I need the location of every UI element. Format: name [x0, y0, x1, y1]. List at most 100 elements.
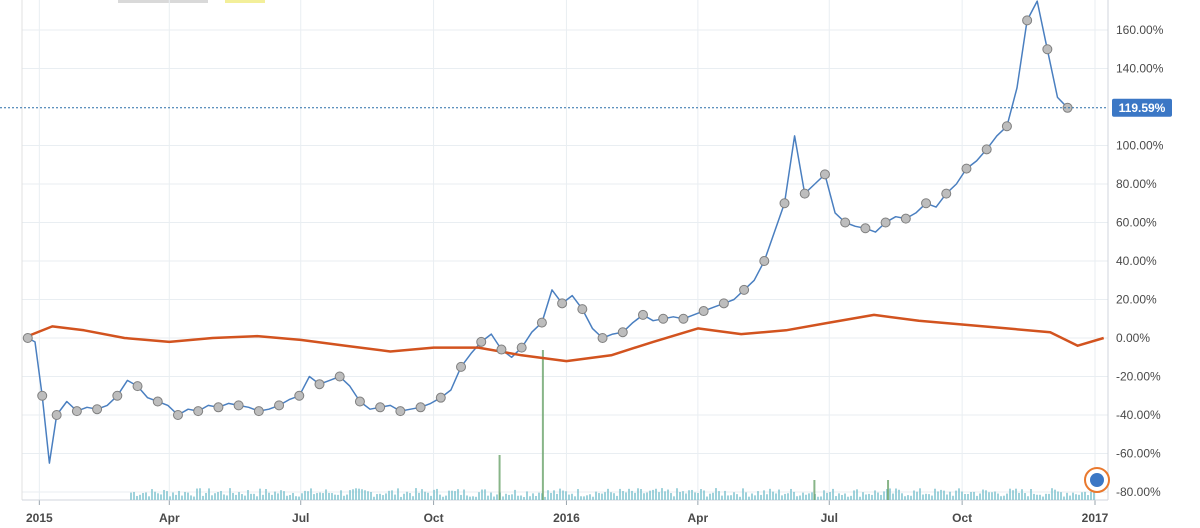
x-tick-label: Oct: [952, 511, 972, 525]
volume-bar: [586, 495, 588, 500]
event-marker[interactable]: [577, 304, 588, 315]
event-marker[interactable]: [112, 390, 123, 401]
volume-bar: [685, 493, 687, 500]
volume-bar: [241, 494, 243, 500]
event-marker[interactable]: [819, 169, 830, 180]
event-marker[interactable]: [22, 333, 33, 343]
event-marker[interactable]: [921, 198, 932, 209]
volume-bar: [394, 494, 396, 500]
volume-bar: [973, 491, 975, 500]
volume-spike: [887, 480, 890, 500]
volume-bar: [151, 489, 153, 500]
event-marker[interactable]: [516, 342, 527, 353]
event-marker[interactable]: [557, 298, 568, 309]
volume-bar: [178, 490, 180, 500]
volume-bar: [901, 493, 903, 500]
volume-bar: [538, 492, 540, 500]
volume-bar: [676, 488, 678, 500]
volume-bar: [643, 493, 645, 500]
volume-bar: [229, 488, 231, 500]
event-marker[interactable]: [739, 284, 750, 295]
volume-bar: [445, 495, 447, 500]
volume-bar: [640, 489, 642, 500]
x-tick-label: Apr: [688, 511, 709, 525]
volume-bar: [463, 489, 465, 500]
volume-bar: [883, 491, 885, 500]
event-marker[interactable]: [193, 406, 204, 417]
volume-bar: [583, 496, 585, 500]
volume-bar: [232, 492, 234, 500]
volume-bar: [715, 488, 717, 500]
volume-bar: [544, 496, 546, 500]
event-marker[interactable]: [354, 396, 365, 407]
marker-layer: [22, 15, 1073, 420]
volume-bar: [664, 491, 666, 500]
volume-bar: [880, 494, 882, 500]
volume-bar: [1054, 489, 1056, 500]
volume-bar: [601, 493, 603, 500]
event-marker[interactable]: [274, 400, 285, 411]
event-marker[interactable]: [981, 144, 992, 155]
event-marker[interactable]: [132, 381, 143, 392]
event-marker[interactable]: [759, 256, 770, 266]
volume-bar: [307, 491, 309, 500]
event-marker[interactable]: [1042, 44, 1053, 55]
event-marker[interactable]: [597, 333, 608, 343]
volume-bar: [946, 494, 948, 500]
event-marker[interactable]: [92, 404, 103, 415]
volume-bar: [784, 493, 786, 500]
event-marker[interactable]: [294, 390, 305, 401]
volume-bar: [1000, 496, 1002, 500]
event-marker[interactable]: [637, 309, 648, 320]
event-marker[interactable]: [779, 198, 790, 209]
event-marker[interactable]: [253, 406, 264, 417]
event-marker[interactable]: [213, 402, 224, 413]
event-marker[interactable]: [961, 163, 972, 174]
volume-bar: [877, 492, 879, 500]
event-marker[interactable]: [799, 188, 810, 199]
event-marker[interactable]: [172, 410, 183, 420]
volume-bar: [187, 492, 189, 500]
event-marker[interactable]: [840, 217, 851, 228]
volume-bar: [1027, 496, 1029, 500]
volume-bar: [958, 488, 960, 500]
event-marker[interactable]: [1022, 15, 1033, 26]
volume-bar: [1012, 490, 1014, 500]
event-marker[interactable]: [496, 344, 507, 355]
event-marker[interactable]: [941, 188, 952, 199]
event-marker[interactable]: [617, 327, 628, 338]
event-marker[interactable]: [1001, 121, 1012, 132]
event-marker[interactable]: [456, 361, 467, 372]
volume-bar: [763, 490, 765, 500]
event-marker[interactable]: [536, 317, 547, 328]
event-marker[interactable]: [51, 410, 62, 420]
event-marker[interactable]: [880, 217, 891, 228]
event-marker[interactable]: [233, 400, 244, 411]
logo-icon[interactable]: [1084, 467, 1110, 493]
event-marker[interactable]: [37, 390, 48, 401]
event-marker[interactable]: [678, 313, 689, 324]
event-marker[interactable]: [395, 406, 406, 417]
event-marker[interactable]: [900, 213, 911, 224]
y-tick-label: 20.00%: [1116, 293, 1157, 307]
event-marker[interactable]: [860, 223, 871, 234]
event-marker[interactable]: [375, 402, 386, 413]
volume-bar: [739, 496, 741, 500]
event-marker[interactable]: [415, 402, 426, 413]
volume-bar: [616, 495, 618, 500]
event-marker[interactable]: [71, 406, 82, 417]
event-marker[interactable]: [334, 371, 345, 382]
volume-bar: [940, 489, 942, 500]
event-marker[interactable]: [698, 306, 709, 317]
volume-bar: [277, 493, 279, 500]
event-marker[interactable]: [435, 392, 446, 403]
event-marker[interactable]: [658, 313, 669, 324]
compare-series-line[interactable]: [27, 313, 1105, 363]
event-marker[interactable]: [152, 396, 163, 407]
event-marker[interactable]: [718, 298, 729, 309]
volume-bar: [247, 490, 249, 500]
y-tick-label: 80.00%: [1116, 177, 1157, 191]
event-marker[interactable]: [314, 379, 325, 390]
event-marker[interactable]: [476, 336, 487, 347]
volume-bar: [397, 488, 399, 500]
